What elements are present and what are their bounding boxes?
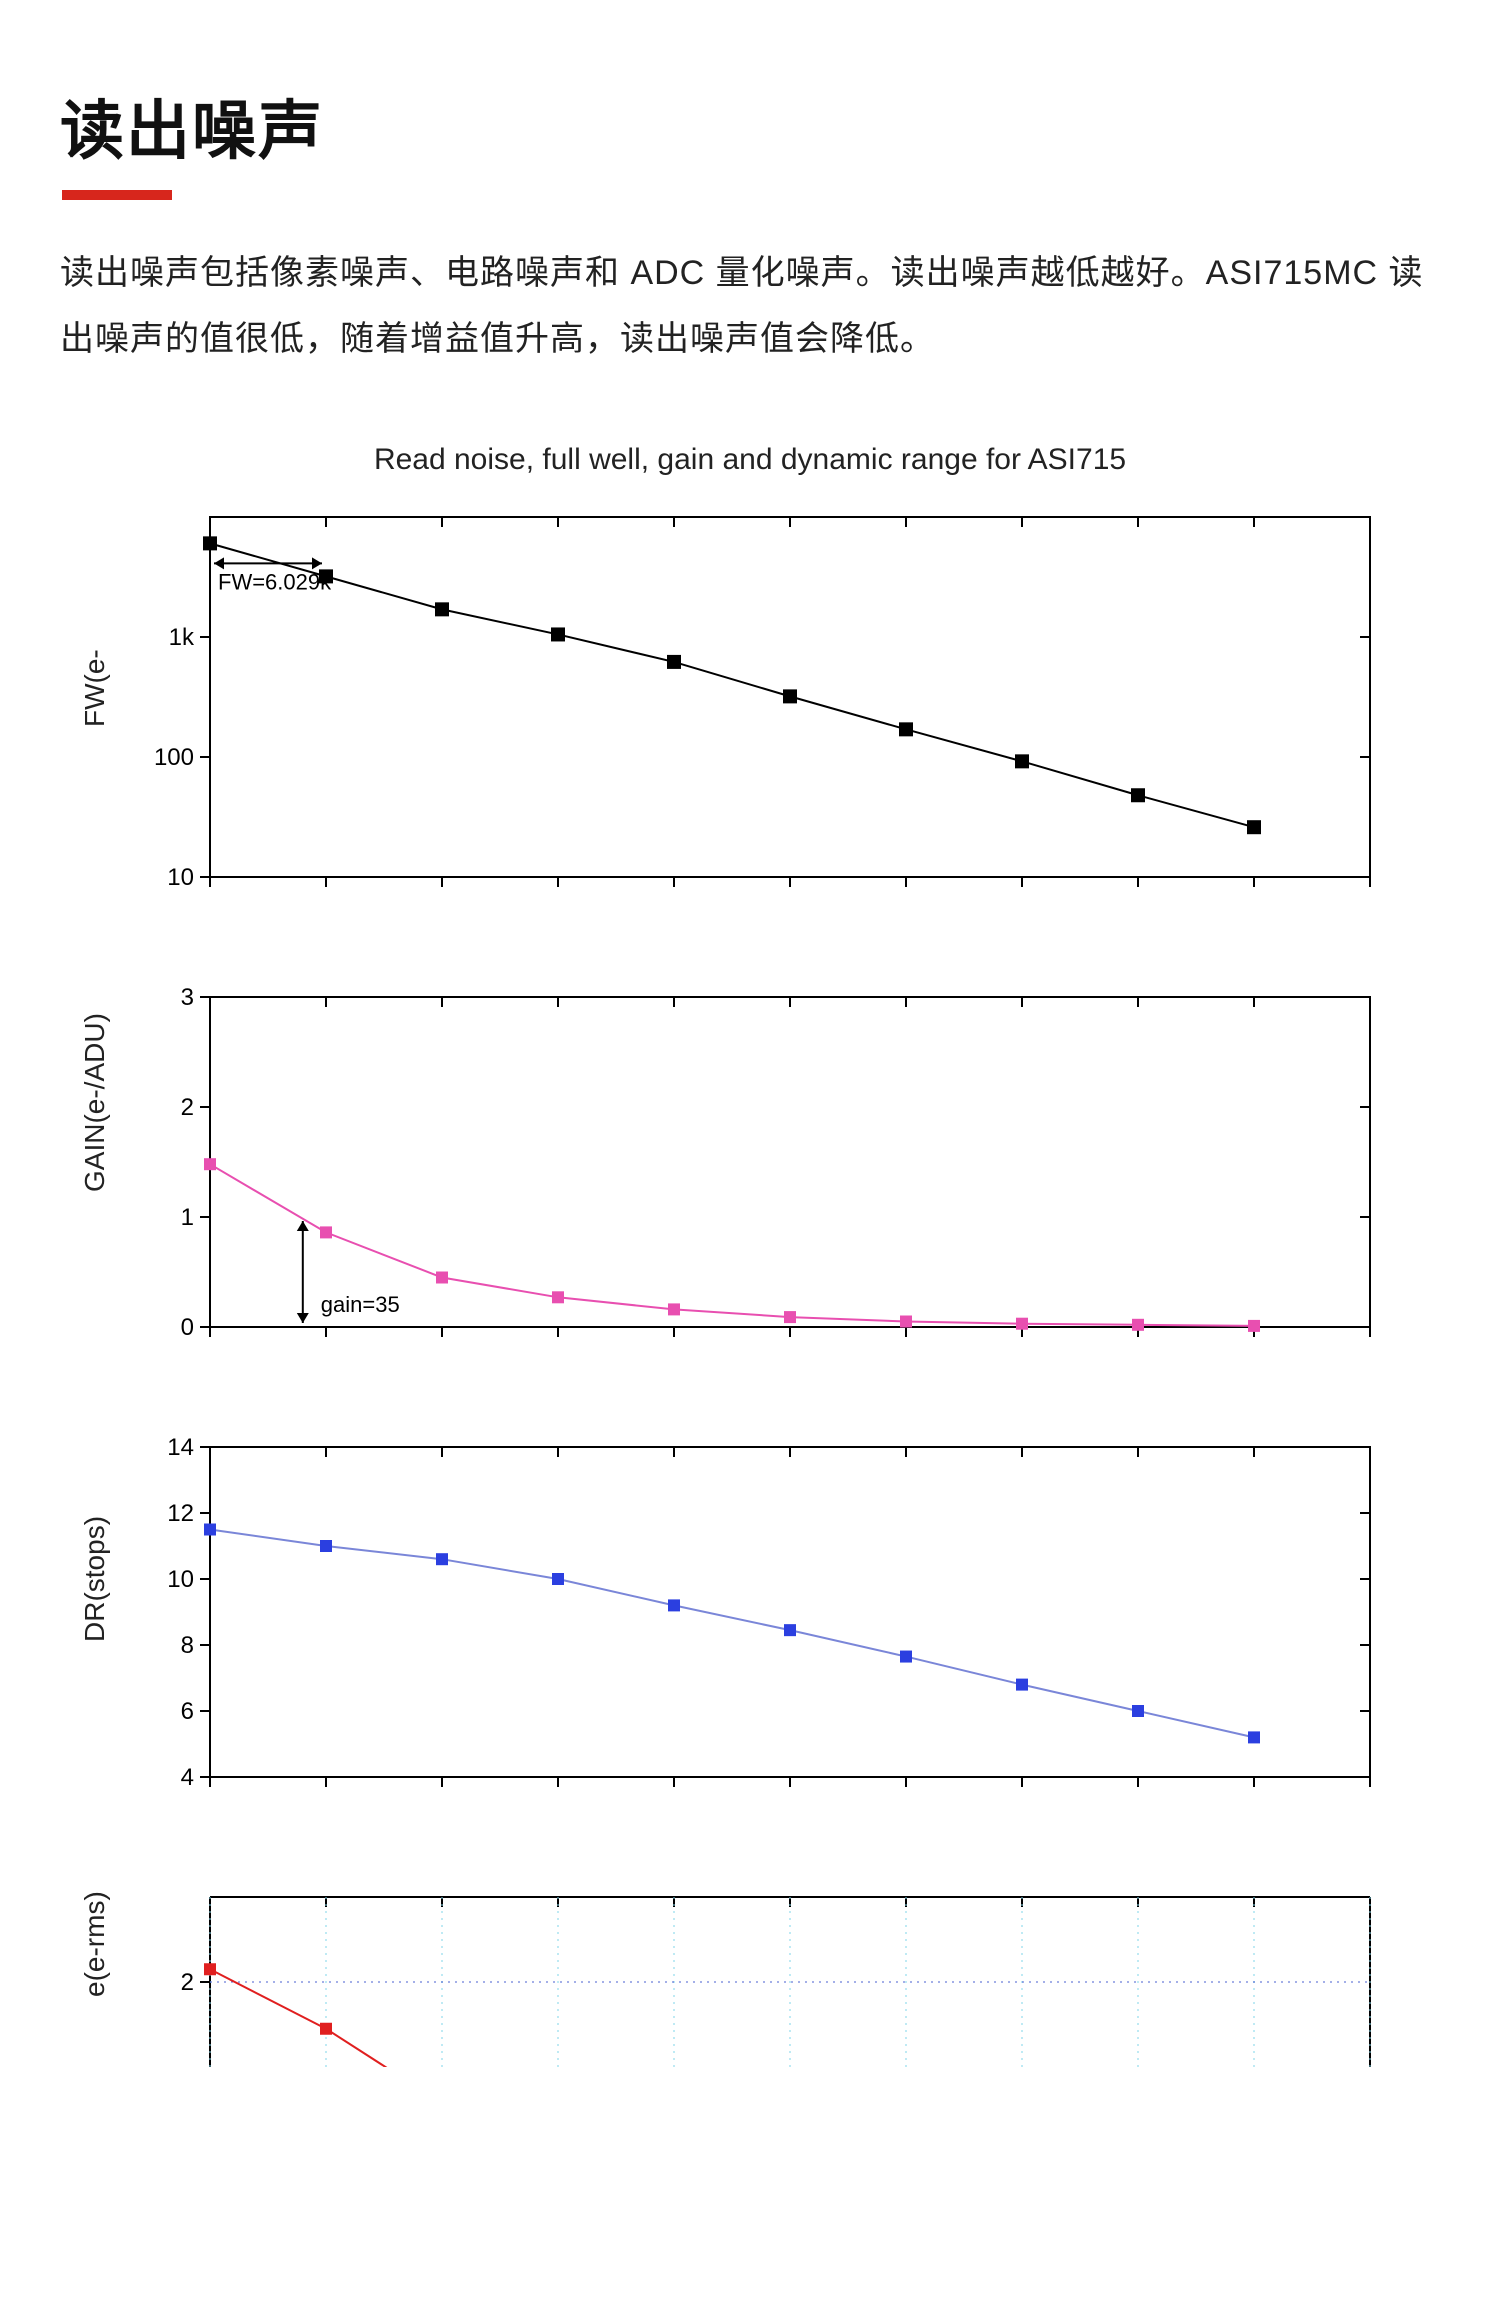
svg-text:14: 14 [167,1437,194,1461]
chart-rn-row: e(e-rms) 2 [60,1887,1440,2067]
intro-paragraph: 读出噪声包括像素噪声、电路噪声和 ADC 量化噪声。读出噪声越低越好。ASI71… [60,240,1440,373]
svg-text:10: 10 [167,1566,194,1593]
svg-text:4: 4 [181,1764,194,1791]
svg-text:gain=35: gain=35 [321,1292,400,1317]
title-underline [62,190,172,200]
chart-fw-ylabel: FW(e- [79,687,111,727]
chart-dr-row: DR(stops) 4 6 8 10 12 14 [60,1437,1440,1807]
chart-gain-ylabel: GAIN(e-/ADU) [79,1152,111,1192]
chart-dr: 4 6 8 10 12 14 [130,1437,1380,1807]
svg-text:1: 1 [181,1204,194,1231]
chart-rn: 2 [130,1887,1380,2067]
chart-gain: 0 1 2 3 gain=35 [130,987,1380,1357]
svg-text:6: 6 [181,1698,194,1725]
chart-fw: 10 100 1k FW=6.029k [130,507,1380,907]
chart-super-title: Read noise, full well, gain and dynamic … [60,443,1440,477]
svg-text:10: 10 [167,864,194,891]
svg-text:8: 8 [181,1632,194,1659]
svg-text:0: 0 [181,1314,194,1341]
svg-text:100: 100 [154,744,194,771]
svg-text:2: 2 [181,1969,194,1996]
svg-text:3: 3 [181,987,194,1011]
chart-gain-row: GAIN(e-/ADU) 0 1 2 3 gain=35 [60,987,1440,1357]
chart-dr-ylabel: DR(stops) [79,1602,111,1642]
chart-fw-row: FW(e- 10 100 1k FW=6.029k [60,507,1440,907]
page-title: 读出噪声 [60,80,1440,172]
chart-rn-ylabel: e(e-rms) [79,1957,111,1997]
svg-text:FW=6.029k: FW=6.029k [218,569,332,594]
svg-text:1k: 1k [169,624,195,651]
svg-text:2: 2 [181,1094,194,1121]
chart-panel: Read noise, full well, gain and dynamic … [60,443,1440,2067]
svg-text:12: 12 [167,1500,194,1527]
